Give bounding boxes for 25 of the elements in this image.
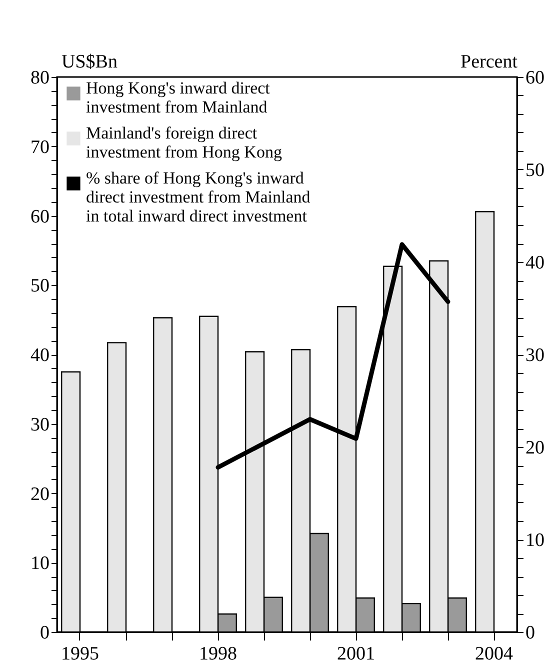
y2-tick-label: 10 [526, 530, 544, 551]
x-tick-label: 2001 [337, 644, 375, 664]
y-tick-label: 40 [30, 345, 50, 366]
legend-label: Mainland's foreign direct investment from Hong Kong [86, 124, 282, 162]
y2-tick-label: 0 [526, 622, 535, 644]
y-axis-title: US$Bn [62, 52, 118, 72]
y2-tick-label: 50 [526, 160, 544, 181]
y-tick-label: 60 [30, 206, 50, 228]
legend-label: Hong Kong's inward direct investment from Mainland [86, 78, 270, 116]
y2-tick-label: 20 [526, 438, 544, 458]
y2-tick-label: 40 [526, 252, 544, 274]
y2-axis-title: Percent [460, 52, 518, 72]
x-tick-label: 1998 [199, 644, 237, 664]
y-tick-label: 70 [30, 136, 50, 158]
y-tick-label: 30 [30, 414, 50, 436]
legend-label: % share of Hong Kong's inward direct investment from Mainland in total inward direct investment [86, 168, 311, 226]
y-tick-label: 80 [30, 68, 50, 88]
y-tick-label: 50 [30, 276, 50, 297]
y2-tick-label: 30 [526, 345, 544, 366]
x-tick-label: 1995 [61, 644, 99, 664]
y2-tick-label: 60 [526, 68, 544, 88]
y-tick-label: 20 [30, 484, 50, 505]
x-tick-label: 2004 [475, 644, 514, 664]
y-tick-label: 0 [40, 622, 50, 644]
y-tick-label: 10 [30, 553, 50, 574]
